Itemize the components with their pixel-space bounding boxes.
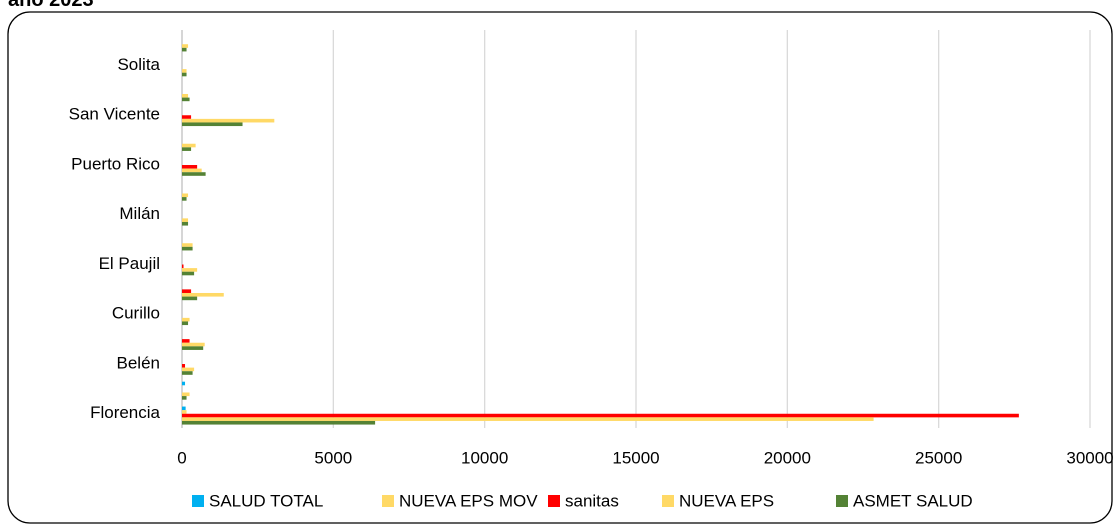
bar bbox=[182, 317, 190, 322]
bar bbox=[182, 193, 189, 198]
bar bbox=[182, 381, 186, 386]
bar bbox=[182, 406, 186, 411]
y-tick-label: Puerto Rico bbox=[71, 154, 160, 173]
legend-marker bbox=[662, 495, 674, 507]
x-tick-label: 20000 bbox=[764, 448, 811, 467]
x-tick-label: 5000 bbox=[314, 448, 352, 467]
y-tick-label: Solita bbox=[117, 55, 160, 74]
y-tick-label: El Paujil bbox=[99, 254, 160, 273]
x-tick-label: 10000 bbox=[461, 448, 508, 467]
bar bbox=[182, 271, 195, 276]
bar bbox=[182, 296, 198, 301]
bar bbox=[182, 364, 186, 368]
bar bbox=[182, 72, 187, 77]
bar bbox=[182, 321, 189, 326]
x-tick-label: 15000 bbox=[612, 448, 659, 467]
y-tick-label: Belén bbox=[117, 353, 160, 372]
y-tick-label: San Vicente bbox=[69, 105, 160, 124]
bar bbox=[182, 264, 184, 269]
bar bbox=[182, 413, 1019, 418]
bar bbox=[182, 168, 202, 173]
bar bbox=[182, 410, 187, 414]
chart-title: año 2023 bbox=[8, 0, 94, 11]
bar bbox=[182, 339, 190, 343]
legend-label: SALUD TOTAL bbox=[209, 491, 323, 510]
bar bbox=[182, 172, 206, 176]
legend-label: sanitas bbox=[565, 491, 619, 510]
x-tick-label: 30000 bbox=[1066, 448, 1113, 467]
bar bbox=[182, 122, 243, 127]
bar bbox=[182, 420, 376, 425]
x-tick-label: 0 bbox=[177, 448, 186, 467]
bar bbox=[182, 115, 192, 119]
legend-label: NUEVA EPS bbox=[679, 491, 774, 510]
legend-marker bbox=[382, 495, 394, 507]
legend-marker bbox=[836, 495, 848, 507]
bar bbox=[182, 292, 224, 297]
bar bbox=[182, 221, 189, 226]
bar bbox=[182, 243, 193, 247]
bar bbox=[182, 97, 190, 102]
chart-border bbox=[7, 11, 1113, 524]
x-tick-label: 25000 bbox=[915, 448, 962, 467]
bar bbox=[182, 93, 189, 98]
legend-label: NUEVA EPS MOV bbox=[399, 491, 538, 510]
bar bbox=[182, 147, 192, 151]
bar bbox=[182, 69, 187, 73]
bar bbox=[182, 44, 189, 48]
bar bbox=[182, 371, 193, 375]
bar bbox=[182, 268, 198, 272]
bar bbox=[182, 118, 275, 123]
bar bbox=[182, 165, 198, 169]
bar bbox=[182, 342, 205, 347]
legend-label: ASMET SALUD bbox=[853, 491, 973, 510]
legend-marker bbox=[548, 495, 560, 507]
y-tick-label: Milán bbox=[119, 204, 160, 223]
y-tick-label: Florencia bbox=[90, 403, 160, 422]
bar bbox=[182, 289, 192, 293]
bar bbox=[182, 47, 187, 52]
bar bbox=[182, 246, 193, 251]
legend-marker bbox=[192, 495, 204, 507]
bar bbox=[182, 367, 195, 372]
bar bbox=[182, 197, 187, 201]
bar bbox=[182, 218, 189, 222]
bar bbox=[182, 392, 190, 397]
y-tick-label: Curillo bbox=[112, 304, 160, 323]
bar bbox=[182, 346, 204, 350]
bar bbox=[182, 143, 196, 148]
bar bbox=[182, 417, 874, 421]
bar bbox=[182, 396, 187, 400]
